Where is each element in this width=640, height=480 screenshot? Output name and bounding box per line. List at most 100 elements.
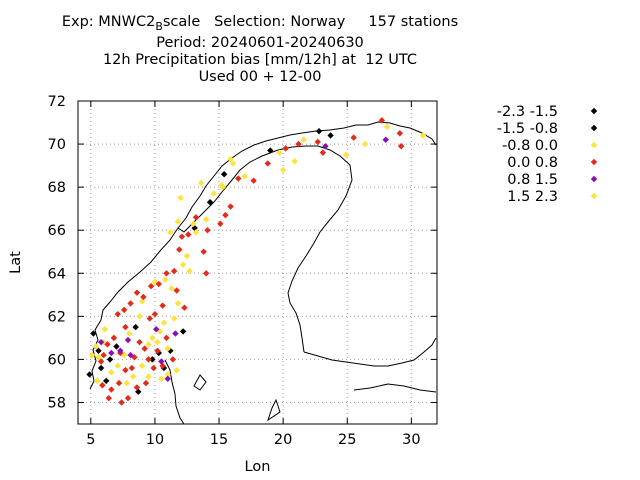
coastline-finland-south — [303, 337, 437, 367]
data-point — [110, 334, 118, 342]
data-point — [86, 371, 93, 378]
x-tick-label: 15 — [210, 432, 228, 448]
data-point — [147, 282, 155, 290]
data-point — [108, 386, 115, 393]
data-point — [276, 149, 283, 156]
data-point — [170, 267, 178, 275]
data-point — [108, 349, 115, 357]
y-tick-label: 64 — [48, 266, 66, 282]
data-point — [95, 354, 102, 361]
data-point — [164, 375, 171, 382]
data-point — [160, 319, 168, 326]
title-used: Used 00 + 12-00 — [198, 68, 322, 85]
data-point — [220, 171, 228, 178]
data-point — [88, 351, 96, 359]
data-point — [282, 145, 289, 152]
data-point — [192, 229, 200, 236]
coastline-map — [89, 121, 437, 425]
legend-label: -2.3 -1.5 — [497, 104, 558, 120]
data-point — [135, 388, 142, 395]
y-tick-label: 68 — [48, 180, 66, 196]
data-point — [172, 330, 179, 337]
data-point — [126, 330, 133, 337]
data-point — [197, 179, 205, 187]
data-point — [314, 138, 321, 146]
data-point — [127, 351, 134, 359]
y-tick-label: 58 — [48, 395, 66, 411]
y-tick-label: 66 — [48, 223, 66, 239]
title-variable: 12h Precipitation bias [mm/12h] at 12 UT… — [102, 51, 418, 68]
title-experiment: Exp: MNWC2Bscale Selection: Norway 157 s… — [61, 14, 459, 33]
data-point — [267, 147, 274, 154]
data-point — [141, 345, 148, 352]
data-point — [94, 377, 101, 385]
data-point — [132, 323, 139, 331]
data-point — [204, 227, 211, 234]
data-points — [86, 117, 427, 406]
y-tick-label: 60 — [48, 352, 66, 368]
data-point — [164, 345, 171, 352]
data-point — [178, 233, 186, 240]
data-point — [382, 136, 389, 143]
data-point — [142, 379, 150, 387]
data-point — [114, 310, 121, 318]
data-point — [173, 287, 180, 294]
data-point — [179, 328, 187, 335]
data-point — [210, 190, 218, 197]
data-point — [90, 330, 97, 337]
data-point — [151, 310, 159, 318]
data-point — [327, 132, 334, 139]
data-point — [181, 304, 188, 311]
data-point — [140, 293, 147, 301]
data-point — [101, 326, 109, 333]
title-block: Exp: MNWC2Bscale Selection: Norway 157 s… — [0, 14, 520, 86]
data-point — [279, 166, 287, 174]
data-point — [206, 199, 214, 206]
data-point — [229, 160, 237, 167]
data-point — [203, 270, 210, 277]
data-point — [92, 343, 100, 350]
data-point — [164, 371, 171, 378]
data-point — [350, 134, 357, 141]
data-point — [138, 362, 146, 370]
data-point — [241, 173, 248, 180]
legend-marker — [590, 124, 598, 132]
data-point — [154, 338, 161, 346]
data-point — [95, 347, 102, 354]
data-point — [174, 300, 182, 307]
data-point — [158, 375, 165, 382]
data-point — [362, 140, 369, 148]
data-point — [100, 351, 107, 359]
legend-marker — [590, 175, 598, 183]
data-point — [217, 220, 224, 227]
data-point — [99, 382, 106, 389]
x-tick-label: 25 — [338, 432, 356, 448]
data-point — [342, 151, 350, 159]
island-gotland — [193, 374, 207, 391]
data-point — [295, 140, 302, 148]
data-point — [138, 298, 146, 305]
data-point — [300, 136, 307, 143]
y-tick-label: 70 — [48, 137, 66, 153]
data-point — [174, 218, 182, 225]
data-point — [383, 123, 391, 131]
data-point — [149, 356, 156, 363]
data-point — [397, 143, 405, 150]
data-point — [179, 261, 187, 268]
data-point — [122, 366, 129, 374]
data-point — [163, 270, 170, 277]
data-point — [128, 364, 136, 372]
data-point — [150, 364, 157, 372]
data-point — [97, 364, 105, 372]
data-point — [106, 356, 114, 363]
data-point — [124, 394, 132, 402]
data-point — [322, 143, 329, 150]
data-point — [170, 315, 178, 322]
data-point — [145, 341, 152, 348]
data-point — [176, 246, 183, 253]
legend-label: -1.5 -0.8 — [497, 121, 558, 137]
data-point — [114, 362, 121, 370]
data-point — [419, 132, 427, 139]
data-point — [190, 220, 197, 227]
data-point — [113, 343, 120, 350]
